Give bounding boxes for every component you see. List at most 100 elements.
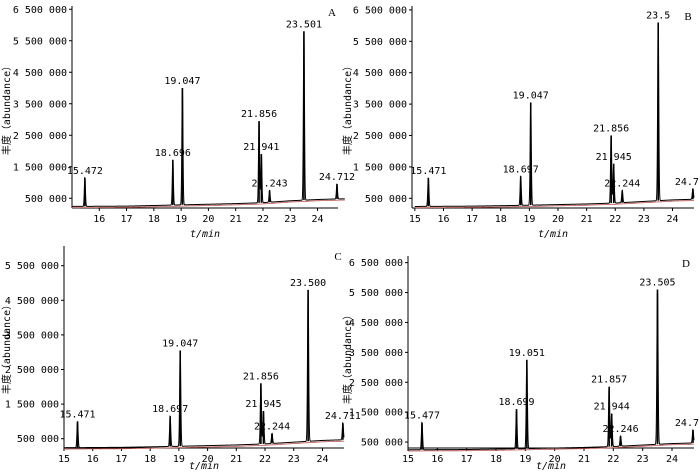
x-tick-label: 16	[87, 454, 99, 465]
x-tick-label: 16	[437, 214, 449, 225]
peak-label: 21.945	[245, 399, 281, 410]
x-tick-label: 23	[284, 214, 296, 225]
x-tick-label: 15	[402, 454, 414, 465]
x-tick-label: 21	[578, 454, 590, 465]
y-tick-label: 6 500 000	[13, 5, 67, 16]
x-tick-label: 19	[523, 214, 535, 225]
y-tick-label: 4 500 000	[349, 318, 403, 329]
y-axis-title: 丰度（abundance）	[341, 310, 354, 404]
peak-label: 18.696	[155, 148, 191, 159]
peak-label: 19.047	[164, 76, 200, 87]
peak-label: 23.500	[290, 278, 326, 289]
x-tick-label: 19	[173, 454, 185, 465]
peak-label: 21.941	[243, 142, 279, 153]
y-tick-label: 4 500 000	[353, 68, 407, 79]
peak-label: 21.856	[593, 124, 629, 135]
x-tick-label: 21	[230, 214, 242, 225]
y-tick-label: 5 500 000	[13, 36, 67, 47]
peak-label: 19.051	[509, 348, 545, 359]
peak-label: 24.712	[319, 172, 355, 183]
panel-letter: A	[328, 7, 336, 19]
x-tick-label: 22	[257, 214, 269, 225]
x-tick-label: 16	[93, 214, 105, 225]
y-tick-label: 2 500 000	[349, 378, 403, 389]
x-tick-label: 16	[431, 454, 443, 465]
peak-label: 19.047	[513, 91, 549, 102]
x-tick-label: 17	[461, 454, 473, 465]
x-tick-label: 17	[466, 214, 478, 225]
peak-label: 24.711	[675, 177, 700, 188]
panel-letter: B	[684, 11, 691, 23]
x-tick-label: 22	[609, 214, 621, 225]
x-tick-label: 23	[288, 454, 300, 465]
baseline-fit-line	[64, 440, 345, 450]
x-tick-label: 21	[581, 214, 593, 225]
chromatogram-panel-A: 500 000 1 500 000 2 500 000 3 500 000 4 500 …	[0, 5, 355, 240]
peak-label: 15.477	[404, 411, 440, 422]
signal-trace	[64, 289, 345, 449]
chromatogram-panel-C: 500 000 1 500 000 2 500 000 3 500 000 4 500 …	[0, 246, 361, 472]
x-tick-label: 24	[667, 214, 679, 225]
peak-label: 18.697	[152, 404, 188, 415]
x-tick-label: 17	[115, 454, 127, 465]
y-tick-label: 3 500 000	[5, 330, 59, 341]
y-tick-label: 1 500 000	[349, 408, 403, 419]
x-tick-label: 24	[666, 454, 678, 465]
x-tick-label: 18	[148, 214, 160, 225]
peak-label: 21.856	[241, 109, 277, 120]
peak-label: 22.243	[252, 178, 288, 189]
x-tick-label: 23	[637, 454, 649, 465]
peak-label: 24.715	[675, 418, 700, 429]
peak-label: 15.472	[67, 166, 103, 177]
x-tick-label: 15	[409, 214, 421, 225]
x-tick-label: 19	[519, 454, 531, 465]
peak-label: 23.501	[286, 19, 322, 30]
peak-label: 21.856	[243, 371, 279, 382]
x-axis-title: t/min	[190, 229, 220, 240]
y-tick-label: 1 500 000	[5, 400, 59, 411]
y-tick-label: 3 500 000	[353, 100, 407, 111]
chromatogram-panel-B: 500 000 1 500 000 2 500 000 3 500 000 4 500 …	[341, 5, 700, 240]
x-axis-title: t/min	[538, 229, 568, 240]
x-tick-label: 20	[549, 454, 561, 465]
y-tick-label: 2 500 000	[5, 365, 59, 376]
y-tick-label: 4 500 000	[5, 296, 59, 307]
y-tick-label: 3 500 000	[13, 99, 67, 110]
signal-trace	[72, 31, 345, 207]
panel-letter: C	[334, 251, 341, 263]
peak-label: 15.471	[410, 166, 446, 177]
x-tick-label: 20	[202, 454, 214, 465]
x-tick-label: 23	[638, 214, 650, 225]
baseline-fit-line	[414, 200, 694, 209]
y-tick-label: 500 000	[25, 194, 67, 205]
peak-label: 18.697	[503, 164, 539, 175]
y-tick-label: 500 000	[17, 434, 59, 445]
y-axis-title: 丰度（abundance）	[0, 300, 13, 394]
x-axis-title: t/min	[536, 461, 566, 472]
y-tick-label: 500 000	[361, 438, 403, 449]
peak-label: 23.505	[639, 278, 675, 289]
peak-label: 21.945	[596, 152, 632, 163]
y-tick-label: 1 500 000	[353, 162, 407, 173]
y-tick-label: 2 500 000	[353, 131, 407, 142]
x-tick-label: 20	[202, 214, 214, 225]
peak-label: 18.699	[498, 397, 534, 408]
y-tick-label: 6 500 000	[353, 5, 407, 16]
baseline-fit-line	[72, 199, 345, 209]
signal-trace	[414, 22, 695, 207]
x-tick-label: 18	[144, 454, 156, 465]
x-tick-label: 24	[312, 214, 324, 225]
signal-trace	[408, 289, 695, 451]
peak-label: 19.047	[162, 338, 198, 349]
x-tick-label: 21	[230, 454, 242, 465]
x-tick-label: 18	[490, 454, 502, 465]
y-axis-title: 丰度（abundance）	[0, 61, 13, 155]
peak-label: 23.5	[646, 10, 670, 21]
y-tick-label: 1 500 000	[13, 162, 67, 173]
peak-label: 22.244	[604, 178, 640, 189]
panel-letter: D	[682, 258, 690, 270]
chromatogram-panel-D: 500 000 1 500 000 2 500 000 3 500 000 4 500 …	[341, 256, 700, 472]
y-tick-label: 4 500 000	[13, 68, 67, 79]
y-tick-label: 6 500 000	[349, 258, 403, 269]
